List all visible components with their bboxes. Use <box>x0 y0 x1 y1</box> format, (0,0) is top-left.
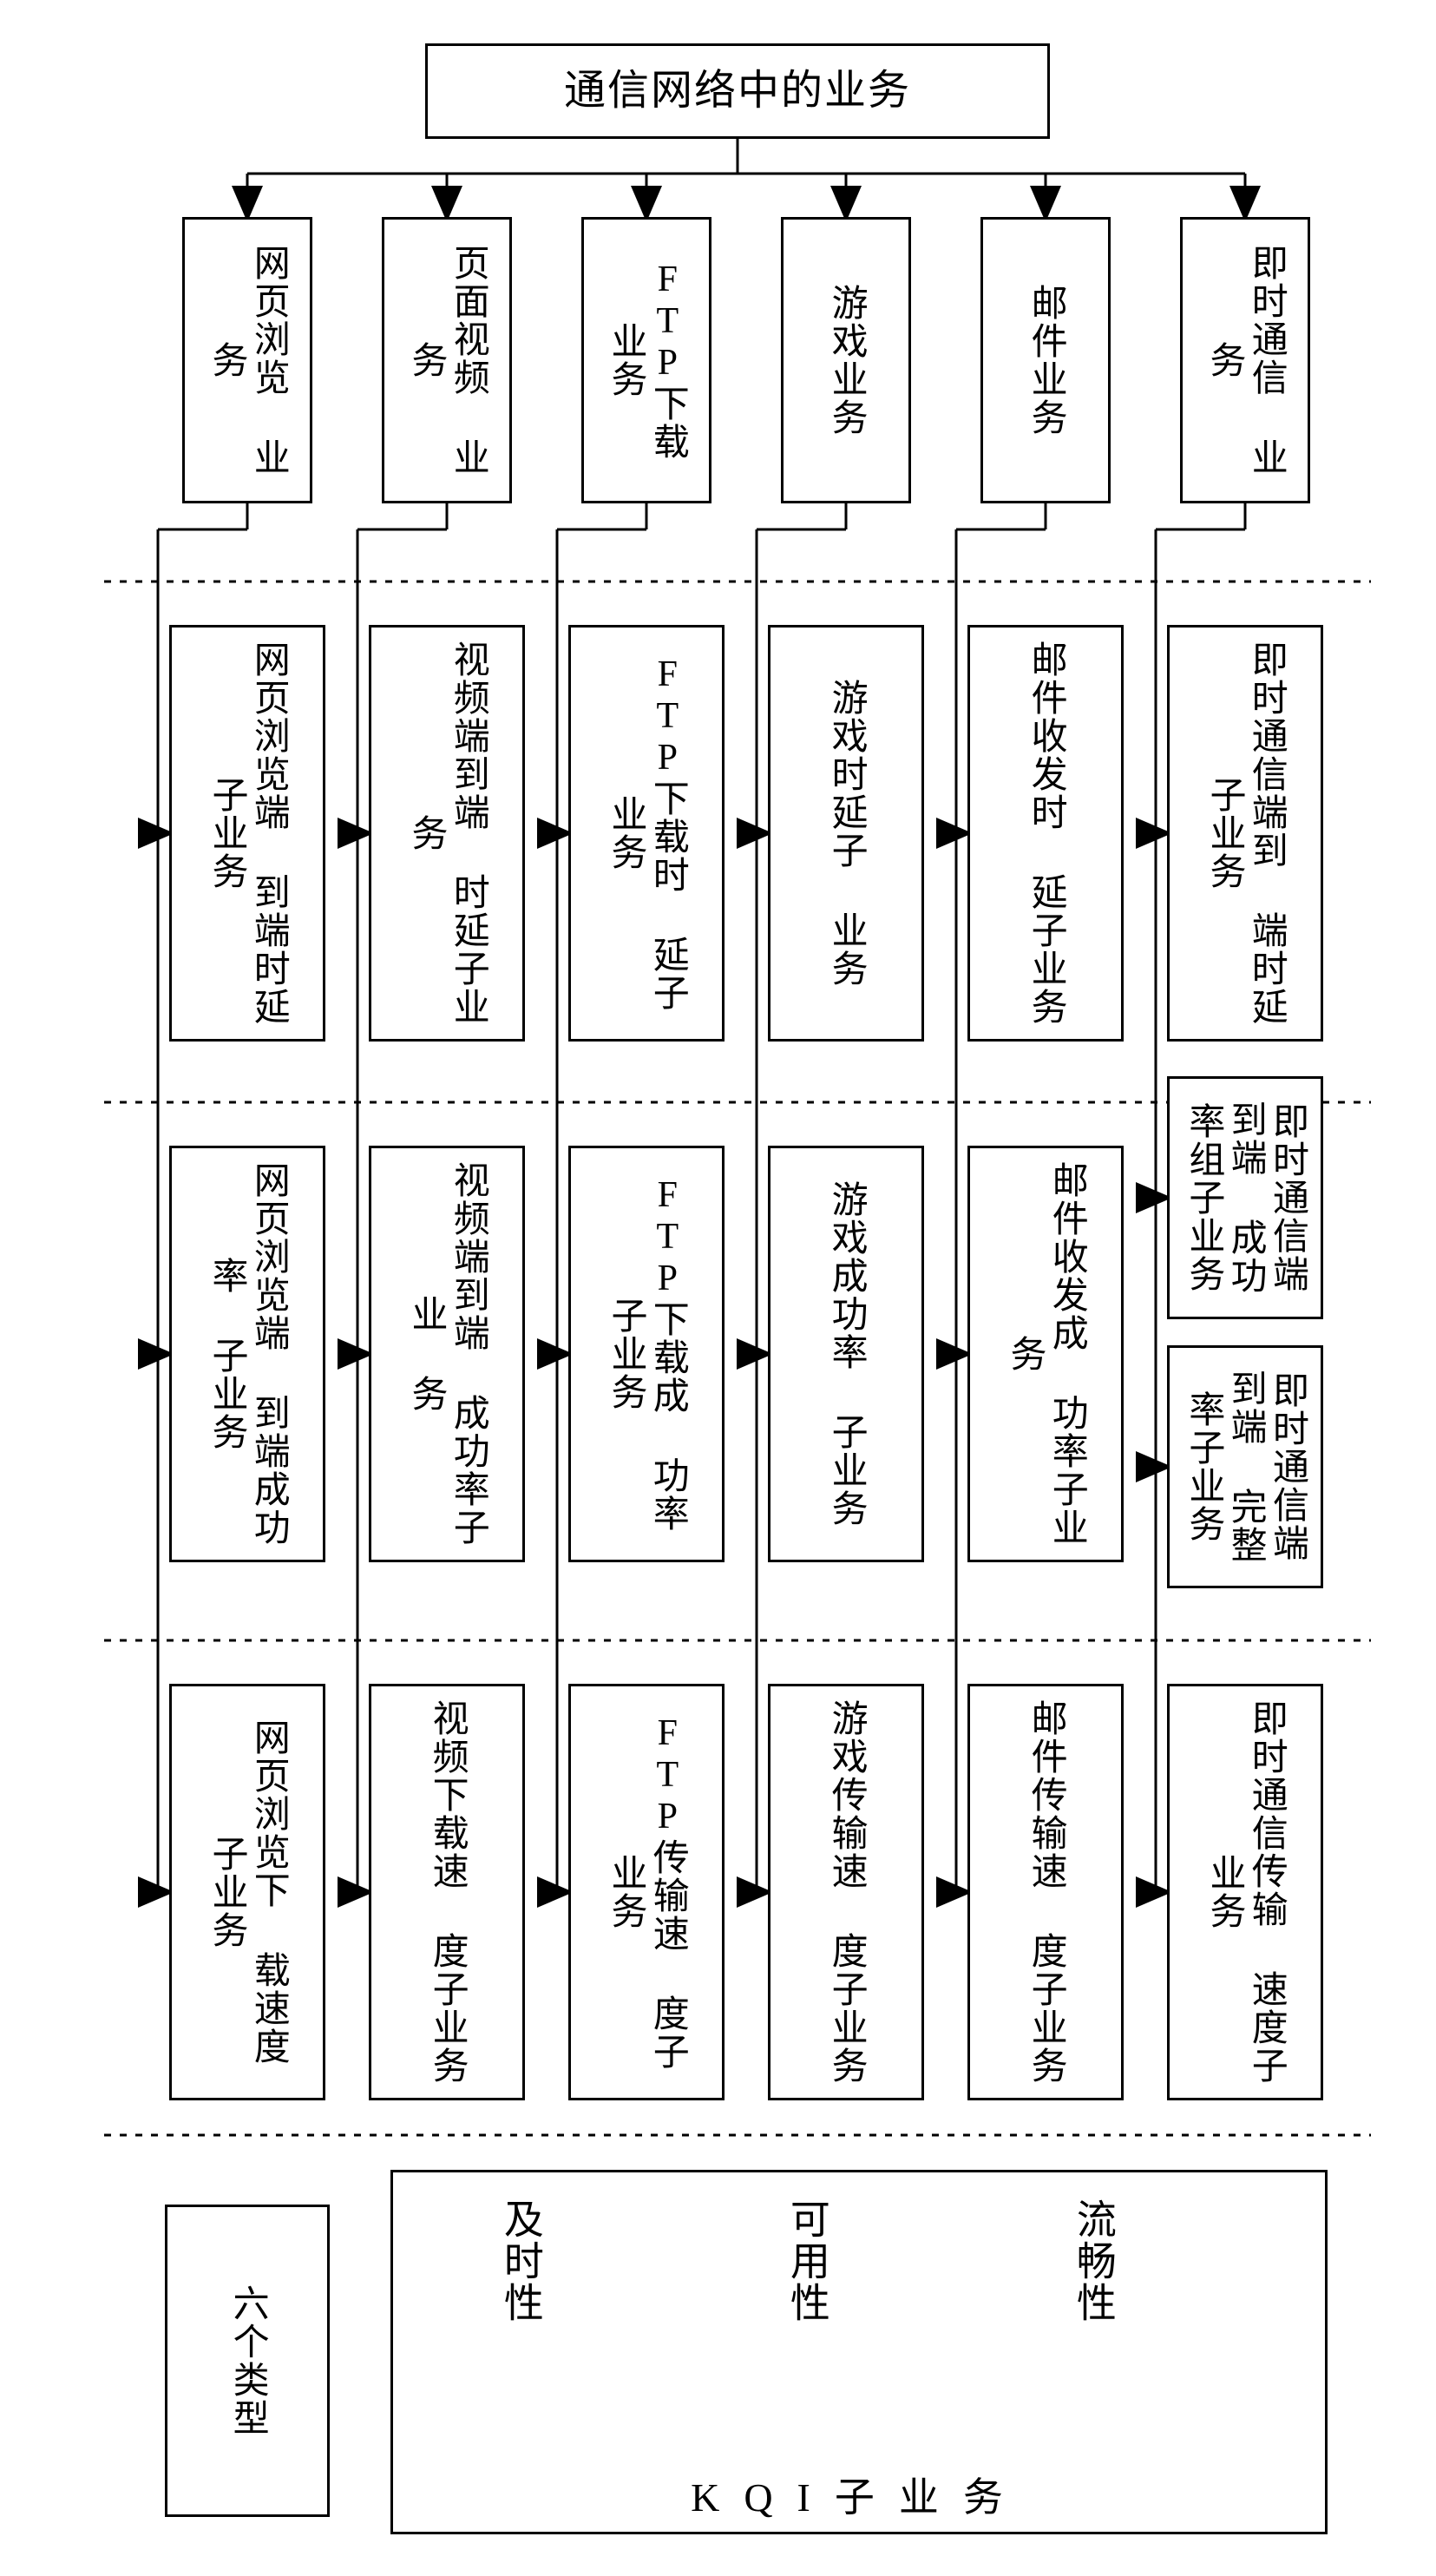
col-top-c6: 即时通信 业务 <box>1180 217 1310 503</box>
cell-c4-r2: 游戏成功率 子业务 <box>768 1146 924 1562</box>
cell-c5-r1: 邮件收发时 延子业务 <box>967 625 1124 1042</box>
col-top-c3: FTP下载 业务 <box>581 217 711 503</box>
cell-c5-r3: 邮件传输速 度子业务 <box>967 1684 1124 2100</box>
cell-c2-r2: 视频端到端 成功率子业 务 <box>369 1146 525 1562</box>
col-top-c2: 页面视频 业务 <box>382 217 512 503</box>
kqi-prefix: KQI子业务 <box>691 2475 1027 2521</box>
cell-c6-r3: 即时通信传输 速度子业务 <box>1167 1684 1323 2100</box>
cell-c6-r2b: 即时通信端到端 完整率子业务 <box>1167 1345 1323 1588</box>
diagram-root: 通信网络中的业务网页浏览 业务网页浏览端 到端时延 子业务网页浏览端 到端成功率… <box>17 17 1419 2559</box>
cell-c1-r1: 网页浏览端 到端时延 子业务 <box>169 625 325 1042</box>
cell-c2-r1: 视频端到端 时延子业务 <box>369 625 525 1042</box>
kqi-row-label-r2: 可用性 <box>784 2198 829 2323</box>
cell-c6-r1: 即时通信端到 端时延子业务 <box>1167 625 1323 1042</box>
cell-c4-r3: 游戏传输速 度子业务 <box>768 1684 924 2100</box>
cell-c3-r3: FTP传输速 度子业务 <box>568 1684 725 2100</box>
col-top-c4: 游戏业务 <box>781 217 911 503</box>
kqi-row-label-r3: 流畅性 <box>1070 2198 1116 2323</box>
cell-c3-r1: FTP下载时 延子业务 <box>568 625 725 1042</box>
kqi-row-label-r1: 及时性 <box>497 2198 543 2323</box>
cell-c5-r2: 邮件收发成 功率子业务 <box>967 1146 1124 1562</box>
legend-types: 六个类型 <box>165 2205 330 2517</box>
col-top-c1: 网页浏览 业务 <box>182 217 312 503</box>
cell-c4-r1: 游戏时延子 业务 <box>768 625 924 1042</box>
root-box: 通信网络中的业务 <box>425 43 1050 139</box>
cell-c1-r3: 网页浏览下 载速度 子业务 <box>169 1684 325 2100</box>
cell-c3-r2: FTP下载成 功率子业务 <box>568 1146 725 1562</box>
cell-c1-r2: 网页浏览端 到端成功率 子业务 <box>169 1146 325 1562</box>
cell-c2-r3: 视频下载速 度子业务 <box>369 1684 525 2100</box>
legend-kqi-box: KQI子业务 及时性 可用性 流畅性 <box>390 2170 1328 2534</box>
col-top-c5: 邮件业务 <box>980 217 1111 503</box>
cell-c6-r2a: 即时通信端到端 成功率组子业务 <box>1167 1076 1323 1319</box>
